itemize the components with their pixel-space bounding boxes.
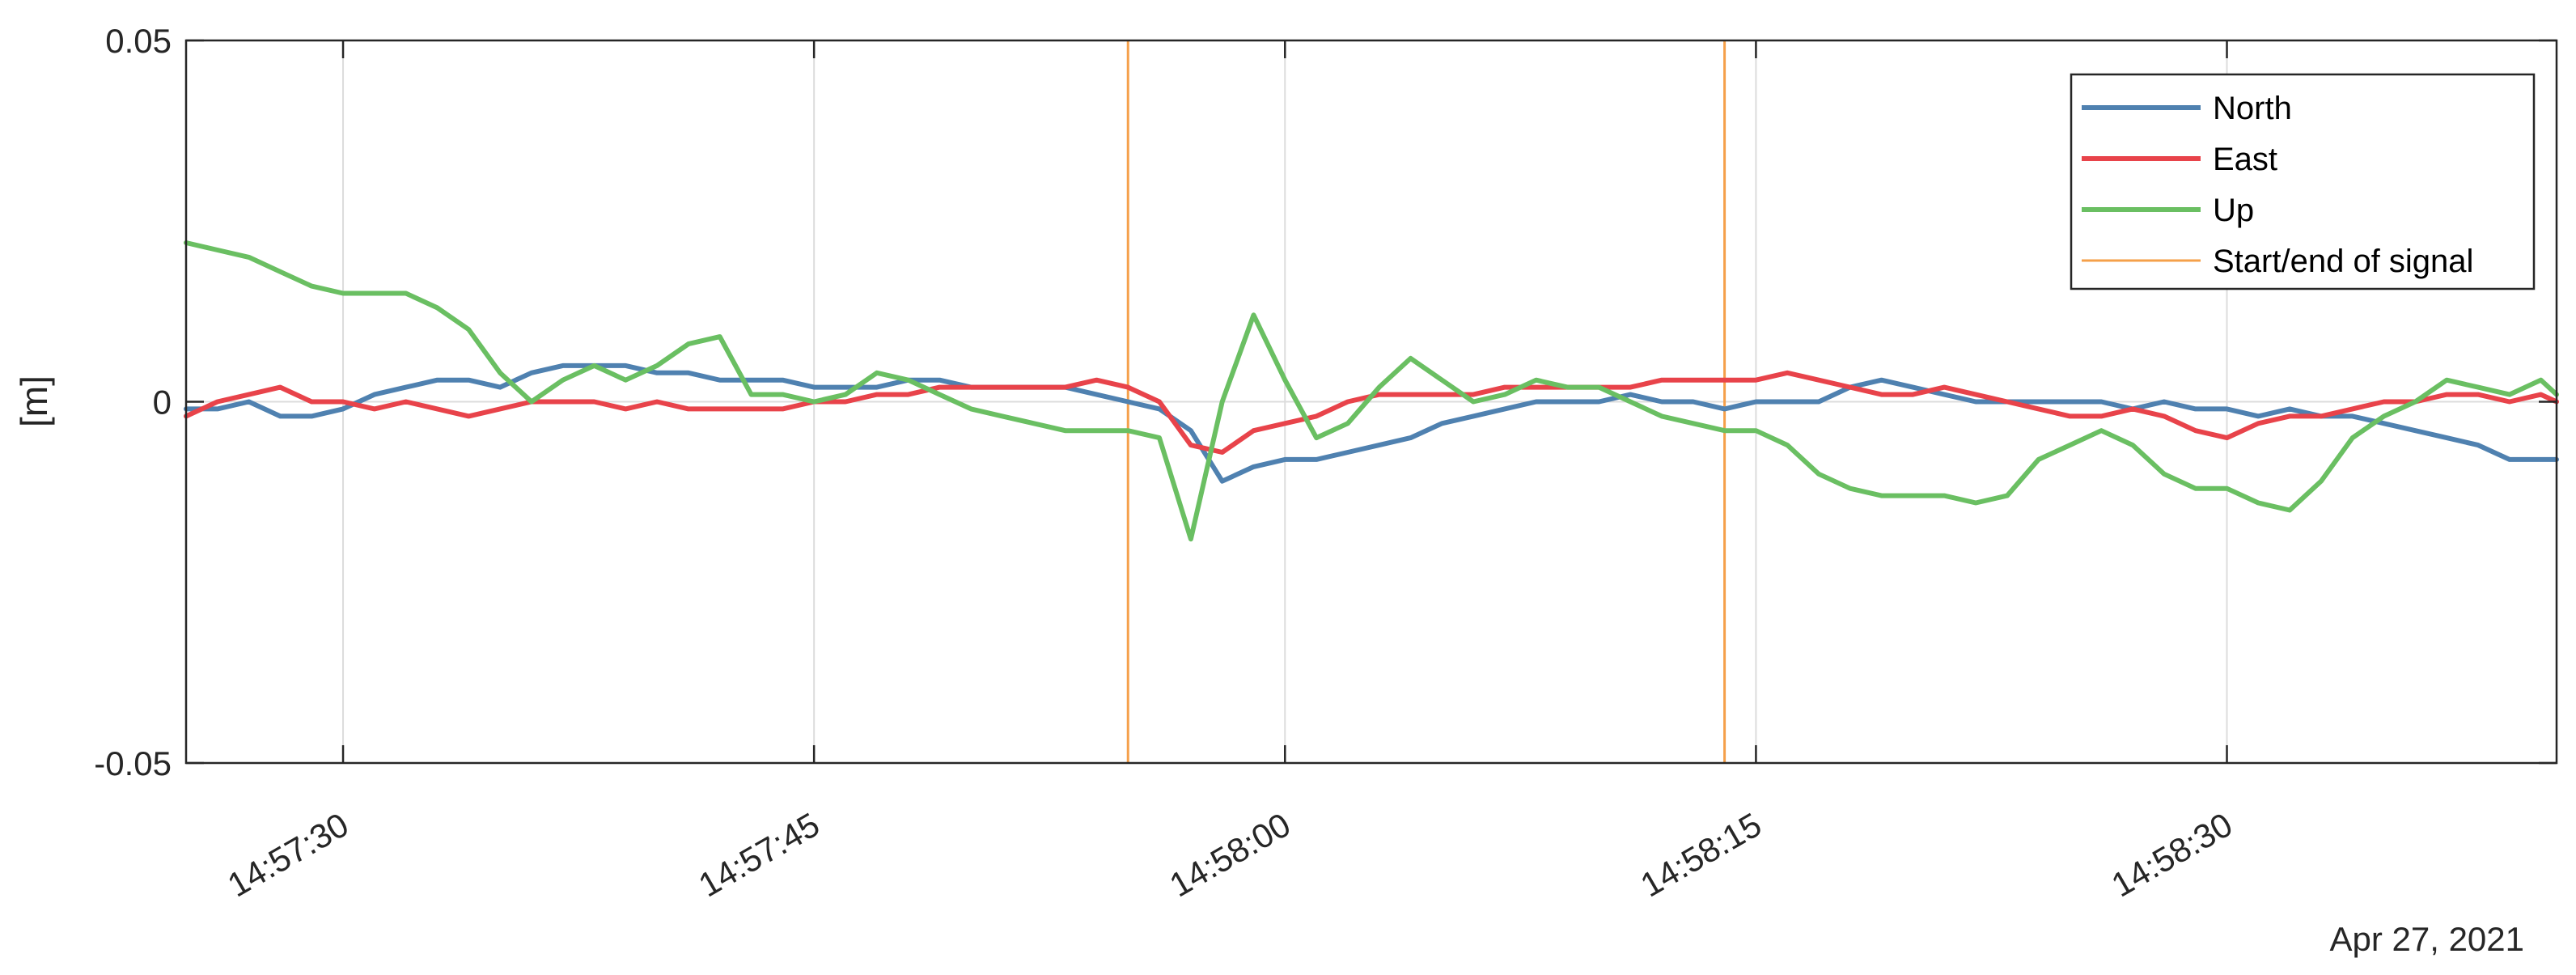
legend-label: Start/end of signal	[2213, 244, 2473, 279]
legend-label: Up	[2213, 193, 2254, 228]
y-ticks: -0.05 0 0.05	[94, 22, 2557, 782]
legend-label: East	[2213, 142, 2277, 177]
series-line-east	[184, 370, 2559, 455]
x-tick-label: 14:58:15	[1634, 805, 1768, 904]
y-tick-label: 0.05	[105, 22, 172, 60]
x-tick-label: 14:58:00	[1163, 805, 1297, 904]
x-tick-label: 14:57:45	[693, 805, 826, 904]
series-lines	[184, 240, 2559, 542]
legend: North East Up Start/end of signal	[2070, 73, 2536, 290]
series-line-north	[184, 362, 2559, 484]
date-label: Apr 27, 2021	[2329, 920, 2524, 958]
y-tick-label: 0	[153, 384, 172, 422]
x-tick-label: 14:57:30	[221, 805, 354, 904]
legend-box	[2070, 73, 2536, 290]
x-tick-label: 14:58:30	[2105, 805, 2239, 904]
y-tick-label: -0.05	[94, 744, 172, 782]
legend-label: North	[2213, 91, 2292, 126]
series-line-up	[184, 240, 2559, 542]
y-axis-label: [m]	[13, 375, 55, 427]
